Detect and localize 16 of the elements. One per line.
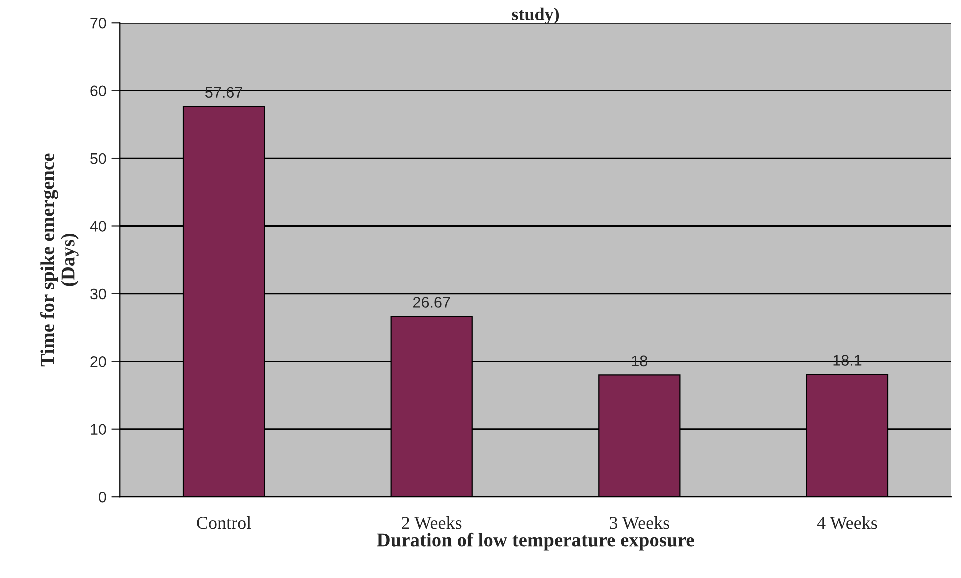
x-tick-label: Control [197,516,252,530]
y-tick-label: 60 [90,86,106,97]
x-tick-label: 3 Weeks [610,516,670,530]
x-tick-label: 4 Weeks [817,516,878,530]
y-tick-label: 20 [90,356,106,368]
y-tick-label: 50 [90,153,106,164]
y-axis-title: Time for spike emergence (Days) [40,154,79,367]
y-tick-label: 0 [99,492,106,503]
y-tick-label: 40 [90,221,106,232]
x-axis-title: Duration of low temperature exposure [377,532,694,551]
y-tick-label: 10 [91,424,106,436]
x-tick-label: 2 Weeks [402,516,462,530]
y-tick-label: 30 [90,288,106,300]
chart-title: study) [512,8,560,24]
y-tick-label: 70 [90,18,106,29]
data-label: 26.67 [414,297,450,308]
